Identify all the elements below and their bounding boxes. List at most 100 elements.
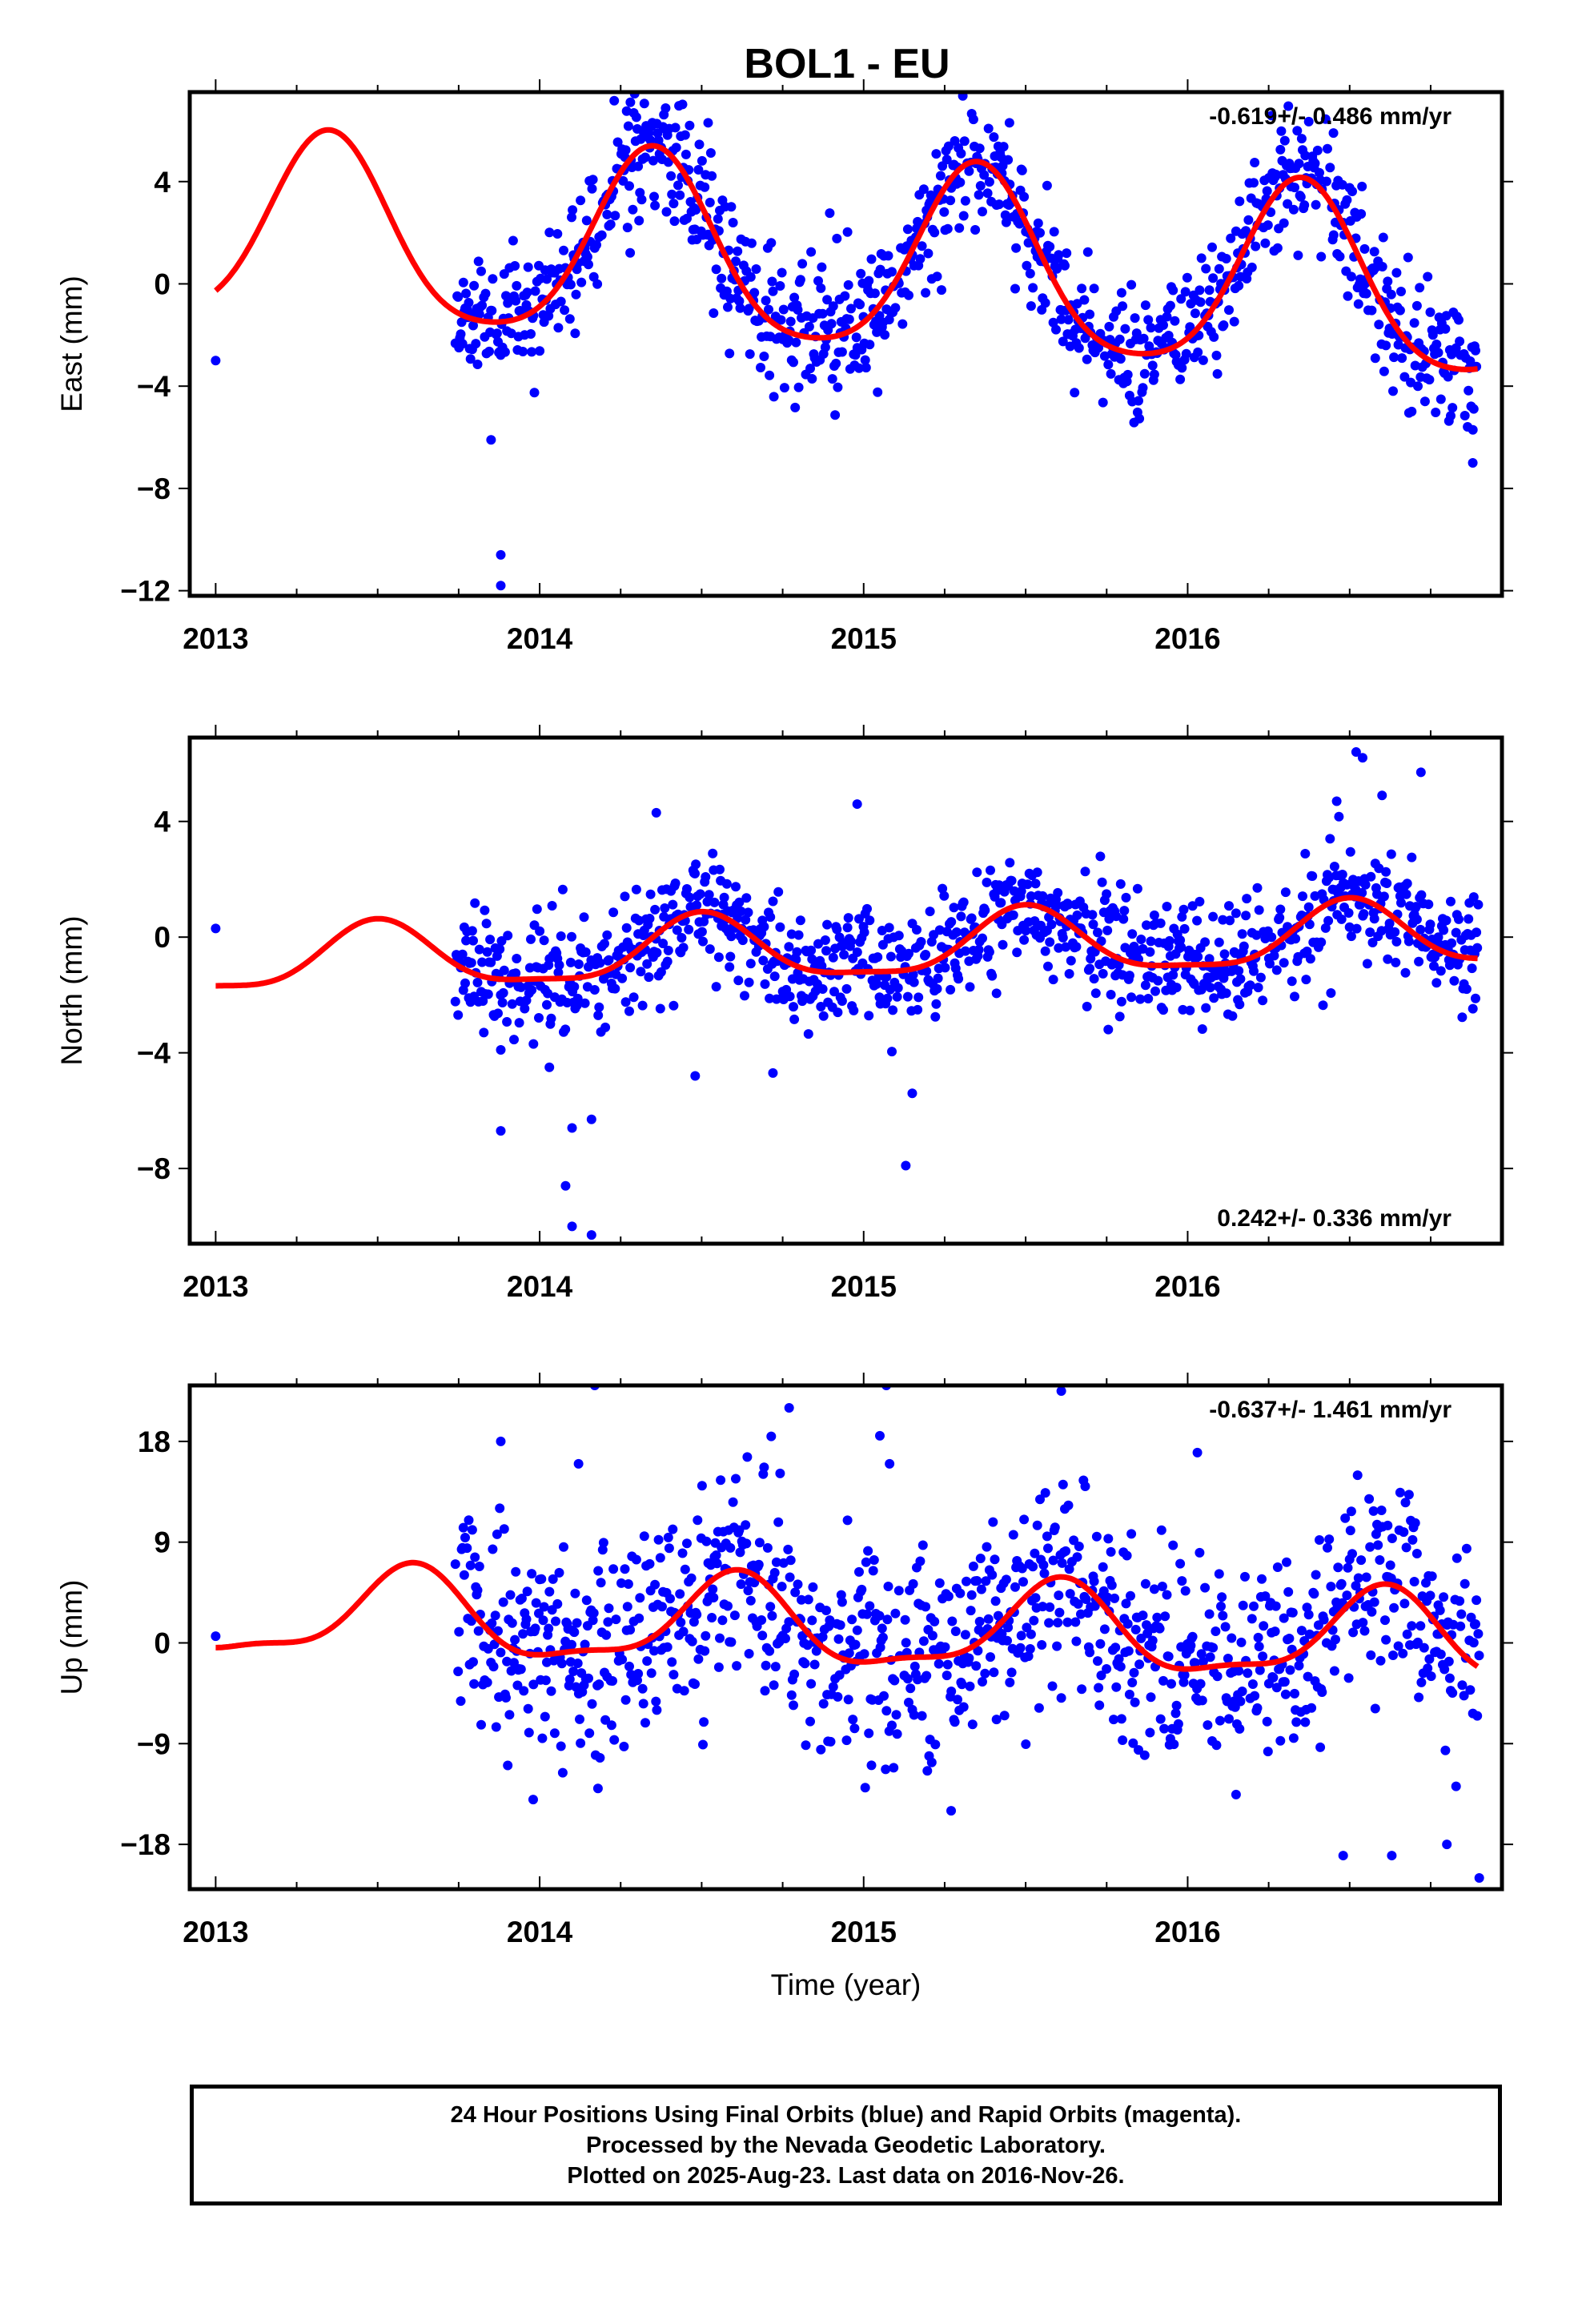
north-point [656,967,666,977]
north-point [1298,891,1307,902]
north-point [1304,919,1315,930]
up-point [1435,1649,1446,1659]
up-point [1419,1642,1429,1653]
up-point [1042,1531,1052,1542]
north-point [987,971,998,981]
east-point [1221,254,1231,263]
north-point [1087,910,1098,920]
east-point [1001,217,1011,227]
up-point [487,1618,497,1628]
east-point [1294,159,1304,169]
north-point [933,973,943,983]
north-point [1369,914,1379,924]
east-point [567,212,576,223]
north-point [481,919,492,929]
up-point [789,1700,798,1711]
north-point [1127,929,1138,939]
up-point [817,1632,828,1642]
east-point [1464,385,1474,396]
up-point [1106,1546,1116,1557]
up-point [1279,1613,1289,1623]
east-point [1468,404,1479,414]
up-point [976,1584,986,1594]
up-point [1240,1571,1250,1582]
up-point [803,1594,813,1605]
east-point [833,382,843,392]
up-point [864,1728,874,1739]
east-point [1147,360,1158,371]
up-point [678,1626,689,1637]
north-point [495,944,505,955]
north-point [1140,980,1150,991]
up-point [833,1634,844,1644]
north-point [885,951,896,962]
up-point [930,1739,941,1750]
east-point [544,227,555,238]
up-point [1348,1627,1359,1638]
up-point [887,1720,897,1731]
north-point [980,905,990,915]
up-point [1279,1677,1290,1687]
east-point [677,99,688,110]
up-point [492,1529,502,1539]
east-point [1275,144,1286,155]
east-point [1149,369,1159,380]
up-point [623,1579,633,1589]
up-point [909,1661,920,1671]
up-point [633,1669,644,1679]
north-point [1097,877,1107,887]
up-point [657,1602,667,1612]
east-point [1028,283,1038,293]
up-point [806,1679,817,1689]
east-point [733,246,743,256]
up-point [783,1544,793,1554]
north-point [534,1013,544,1023]
north-point [631,884,641,895]
east-point [651,70,661,80]
east-xtick-label: 2014 [507,622,573,655]
up-point [1252,1703,1263,1713]
up-point [1149,1584,1159,1594]
north-point [1367,938,1378,947]
north-point [789,1014,800,1024]
north-point [843,913,853,923]
up-point [1081,1594,1091,1604]
up-point [1326,1582,1336,1592]
up-point [901,1638,911,1648]
east-point [1198,355,1208,365]
up-point [915,1556,926,1566]
up-point [496,1647,506,1658]
east-xtick-label: 2015 [831,622,897,655]
north-point [477,957,488,967]
up-point [1380,1615,1390,1626]
north-point [931,999,942,1009]
up-point [1129,1667,1139,1678]
up-point [1216,1601,1226,1611]
up-point [1145,1727,1155,1738]
up-point [1227,1633,1237,1643]
north-rate-label: 0.242+/- 0.336 mm/yr [1217,1205,1452,1232]
east-point [570,328,580,339]
north-point [795,915,805,926]
north-point [1096,936,1106,947]
north-point [526,934,536,944]
up-point [921,1602,931,1612]
north-frame [187,735,1504,1246]
north-point [1234,966,1244,976]
east-rate-label: -0.619+/- 0.486 mm/yr [1209,103,1452,130]
east-point [1379,366,1389,376]
east-point [477,300,488,311]
north-point [818,1011,829,1021]
up-point [575,1714,584,1724]
east-point [1089,283,1099,294]
north-point [1102,925,1113,935]
north-point [775,922,785,932]
up-point [1443,1656,1454,1667]
east-point [1283,199,1293,209]
up-point [866,1760,877,1771]
up-point [980,1668,990,1679]
east-point [1425,307,1435,317]
up-point [1058,1479,1068,1490]
east-point [700,182,710,192]
north-point [1132,883,1142,894]
